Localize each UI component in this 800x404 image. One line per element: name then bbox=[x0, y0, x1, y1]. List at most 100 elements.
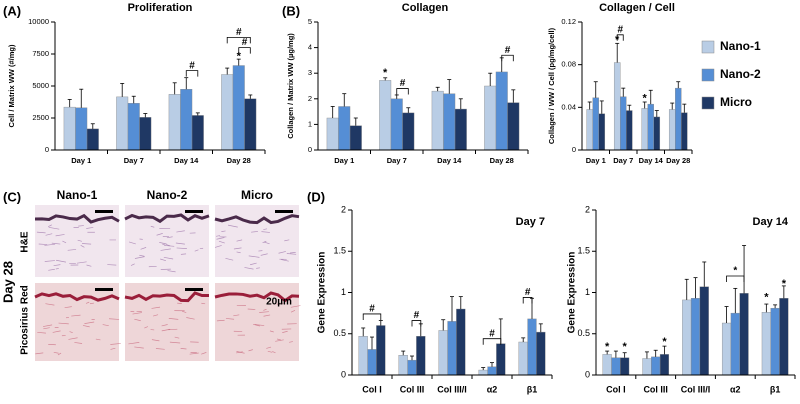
y-tick-label: 1 bbox=[585, 287, 590, 297]
bar bbox=[487, 366, 497, 376]
fiber bbox=[236, 351, 243, 354]
fiber bbox=[261, 231, 270, 233]
fiber bbox=[272, 351, 276, 354]
fiber bbox=[289, 341, 293, 343]
fiber bbox=[244, 267, 254, 270]
fiber bbox=[57, 352, 62, 356]
fiber bbox=[216, 237, 225, 240]
fiber bbox=[95, 338, 101, 341]
fiber bbox=[44, 243, 56, 246]
x-tick-label: Day 7 bbox=[387, 156, 407, 165]
fiber bbox=[80, 244, 85, 248]
fiber bbox=[267, 350, 273, 353]
bar bbox=[647, 103, 654, 151]
significance-mark: * bbox=[237, 50, 242, 62]
x-tick-label: Col III bbox=[400, 384, 425, 394]
fiber bbox=[259, 311, 269, 313]
bar bbox=[75, 107, 88, 151]
x-tick-label: Col I bbox=[362, 384, 382, 394]
fiber bbox=[78, 225, 84, 227]
significance-bracket bbox=[238, 47, 251, 54]
bar bbox=[456, 308, 466, 376]
x-tick-label: α2 bbox=[730, 384, 741, 394]
panel-label: (A) bbox=[3, 3, 21, 18]
micrograph bbox=[215, 205, 299, 277]
x-tick-label: Day 14 bbox=[174, 156, 199, 165]
row-label: Picosirius Red bbox=[20, 285, 31, 354]
bar bbox=[447, 321, 457, 376]
bar bbox=[390, 98, 403, 151]
significance-mark: * bbox=[623, 341, 628, 353]
fiber bbox=[266, 346, 272, 349]
fiber bbox=[215, 235, 221, 237]
bar bbox=[168, 94, 181, 151]
bar bbox=[402, 112, 415, 151]
significance-mark: # bbox=[525, 287, 531, 298]
bar bbox=[416, 336, 426, 376]
fiber bbox=[194, 249, 199, 252]
fiber bbox=[174, 336, 180, 339]
bar bbox=[527, 318, 537, 376]
bar bbox=[586, 109, 593, 151]
bar bbox=[690, 298, 701, 376]
y-tick-label: 5 bbox=[308, 17, 312, 26]
bar bbox=[398, 355, 408, 376]
fiber bbox=[58, 322, 69, 325]
fiber bbox=[52, 330, 61, 333]
tissue-edge bbox=[34, 292, 120, 302]
bar bbox=[443, 93, 456, 151]
bar bbox=[651, 356, 661, 376]
fiber bbox=[218, 240, 225, 244]
y-tick-label: 10000 bbox=[28, 17, 49, 26]
fiber bbox=[36, 231, 46, 234]
fiber bbox=[290, 305, 301, 308]
significance-bracket bbox=[226, 36, 251, 44]
fiber bbox=[276, 303, 284, 305]
significance-bracket bbox=[362, 313, 382, 320]
legend-label: Nano-2 bbox=[720, 67, 761, 81]
y-tick-label: 0.5 bbox=[577, 328, 590, 338]
scale-bar bbox=[185, 288, 203, 291]
x-tick-label: β1 bbox=[527, 384, 538, 394]
fiber bbox=[153, 314, 159, 317]
fiber bbox=[53, 264, 61, 267]
y-tick-label: 0 bbox=[572, 145, 576, 154]
bar bbox=[507, 102, 520, 151]
significance-mark: * bbox=[764, 291, 769, 303]
bar bbox=[598, 113, 606, 151]
fiber bbox=[269, 330, 274, 333]
fiber bbox=[42, 324, 53, 327]
fiber bbox=[55, 234, 65, 237]
fiber bbox=[132, 312, 142, 315]
x-tick-label: Day 14 bbox=[437, 156, 462, 165]
bar bbox=[431, 90, 444, 151]
y-axis-label: Gene Expression bbox=[317, 252, 328, 334]
scale-bar bbox=[275, 210, 293, 213]
fiber bbox=[216, 319, 225, 322]
significance-mark: * bbox=[733, 266, 737, 277]
significance-mark: # bbox=[505, 45, 511, 56]
bar bbox=[139, 117, 152, 151]
fiber bbox=[139, 254, 145, 257]
bar bbox=[221, 74, 234, 151]
bar bbox=[367, 349, 377, 376]
fiber bbox=[76, 261, 87, 264]
x-tick-label: Day 7 bbox=[613, 156, 633, 165]
fiber bbox=[45, 233, 53, 236]
y-axis-label: Collagen / WW / Cell (pg/mg/cell) bbox=[547, 27, 556, 144]
fiber bbox=[263, 228, 268, 230]
panel-label: (B) bbox=[282, 3, 300, 18]
fiber bbox=[130, 263, 135, 266]
fiber bbox=[286, 253, 297, 255]
column-label: Nano-2 bbox=[147, 188, 188, 202]
fiber bbox=[82, 243, 92, 245]
y-tick-label: 0.12 bbox=[561, 17, 576, 26]
x-tick-label: Day 28 bbox=[227, 156, 251, 165]
scale-bar bbox=[95, 210, 113, 213]
fiber bbox=[45, 303, 55, 306]
fiber bbox=[167, 270, 176, 273]
y-tick-label: 5000 bbox=[32, 81, 49, 90]
fiber bbox=[233, 247, 242, 250]
bar bbox=[127, 103, 140, 151]
fiber bbox=[150, 225, 155, 228]
